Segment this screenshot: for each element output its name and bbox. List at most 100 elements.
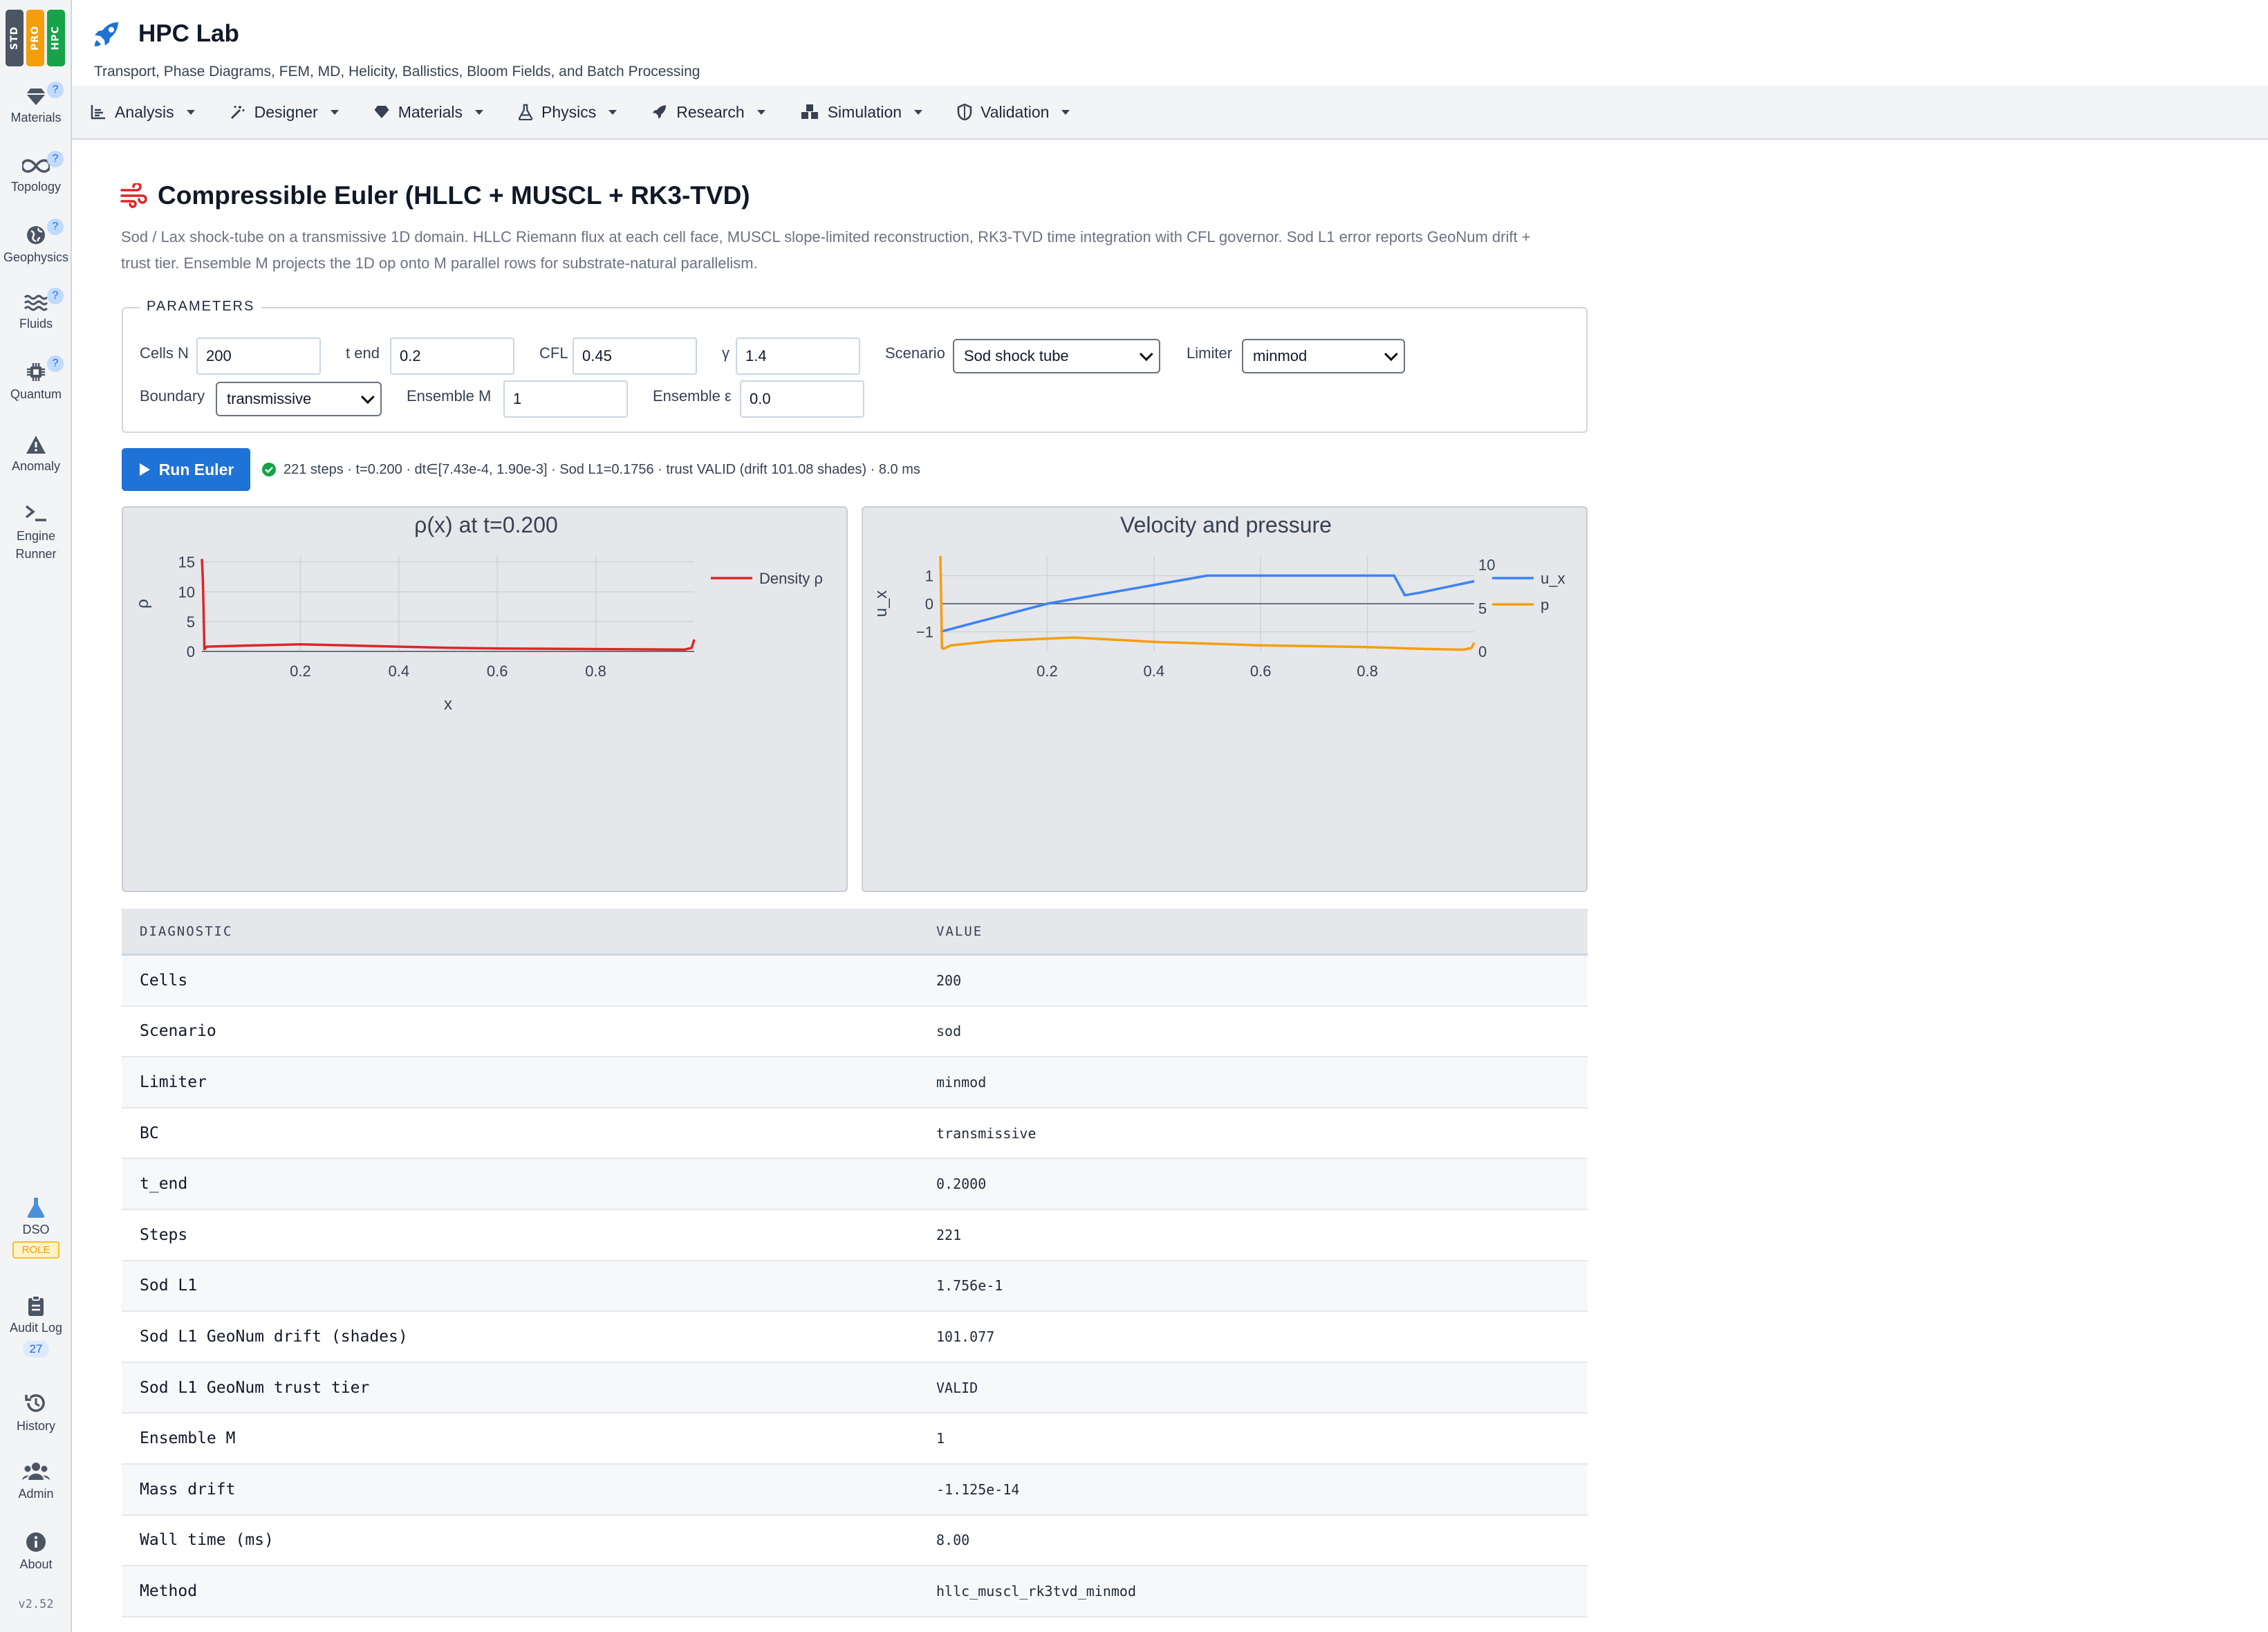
tend-input[interactable] (390, 337, 514, 375)
rail-item-fluids[interactable]: ? Fluids (0, 288, 72, 331)
nav-simulation[interactable]: Simulation (800, 103, 923, 122)
help-badge[interactable]: ? (47, 151, 64, 167)
app-header: HPC Lab Transport, Phase Diagrams, FEM, … (72, 0, 2268, 86)
gamma-input[interactable] (736, 337, 860, 375)
chart-line-icon (91, 105, 105, 120)
boundary-value: transmissive (227, 390, 312, 407)
nav-validation[interactable]: Validation (957, 103, 1070, 122)
table-row: Ensemble M 1 (122, 1413, 1588, 1465)
rail-item-materials[interactable]: ? Materials (0, 82, 72, 125)
limiter-label: Limiter (1187, 344, 1233, 362)
version-label: v2.52 (18, 1597, 54, 1611)
chevron-down-icon (330, 109, 339, 115)
boundary-label: Boundary (140, 387, 205, 405)
limiter-select[interactable]: minmod (1242, 339, 1405, 373)
chevron-down-icon (360, 390, 375, 405)
chevron-down-icon (1139, 347, 1153, 362)
chevron-down-icon (608, 109, 617, 115)
diagnostic-value-cell: 8.00 (936, 1532, 970, 1549)
rail-item-anomaly[interactable]: Anomaly (0, 434, 72, 474)
page-title: Compressible Euler (HLLC + MUSCL + RK3-T… (120, 181, 750, 210)
tier-std-badge[interactable]: STD (6, 10, 24, 66)
y-tick-label: 5 (187, 613, 195, 631)
nav-label: Research (676, 102, 745, 121)
y-tick-label: −1 (916, 624, 933, 641)
table-row: Sod L1 GeoNum trust tier VALID (122, 1362, 1588, 1414)
cfl-label: CFL (539, 344, 568, 362)
cells-label: Cells N (140, 344, 189, 362)
nav-materials[interactable]: Materials (373, 102, 484, 122)
velocity-pressure-plot[interactable]: Velocity and pressure 0.2 0.4 0.6 0.8 −1 0 1 0 5 1… (862, 506, 1588, 892)
help-badge[interactable]: ? (47, 355, 64, 372)
chevron-down-icon (756, 109, 765, 115)
diagnostic-name-cell: t_end (140, 1175, 188, 1194)
rail-label: Materials (10, 111, 62, 124)
legend-label: Density ρ (759, 570, 823, 587)
scenario-select[interactable]: Sod shock tube (953, 339, 1160, 373)
nav-research[interactable]: Research (651, 103, 765, 122)
gem-icon (374, 106, 389, 118)
rail-item-engine-runner[interactable]: Engine Runner (0, 502, 72, 563)
ensemble-eps-label: Ensemble ε (653, 387, 732, 405)
y2-tick-label: 0 (1478, 643, 1487, 660)
warning-icon (26, 436, 46, 454)
nav-analysis[interactable]: Analysis (90, 103, 195, 122)
boundary-select[interactable]: transmissive (216, 382, 382, 416)
help-badge[interactable]: ? (47, 288, 64, 304)
diagnostic-value-cell: hllc_muscl_rk3tvd_minmod (936, 1582, 1136, 1599)
rail-label: Audit Log (9, 1321, 63, 1335)
plot-area (202, 556, 694, 651)
cells-input[interactable] (196, 337, 321, 375)
shield-icon (957, 104, 972, 120)
page-title-text: Compressible Euler (HLLC + MUSCL + RK3-T… (158, 181, 750, 210)
rail-item-dso[interactable]: DSO ROLE (0, 1196, 72, 1259)
nav-designer[interactable]: Designer (230, 103, 339, 122)
rail-item-geophysics[interactable]: ? Geophysics (0, 219, 72, 265)
diagnostics-table: DIAGNOSTIC VALUE Cells 200 Scenario sod Limi… (122, 909, 1588, 1617)
x-tick-label: 0.4 (1144, 662, 1165, 680)
table-row: BC transmissive (122, 1109, 1588, 1160)
clipboard-icon (28, 1295, 44, 1316)
help-badge[interactable]: ? (47, 219, 64, 235)
diagnostic-value-cell: 200 (936, 972, 962, 989)
run-button-label: Run Euler (158, 460, 234, 479)
nav-physics[interactable]: Physics (518, 103, 617, 122)
ensemble-m-input[interactable] (503, 380, 628, 418)
nav-label: Designer (254, 102, 318, 121)
density-plot[interactable]: ρ(x) at t=0.200 0.2 0.4 0.6 0.8 0 5 10 15 x ρ Densi… (122, 506, 848, 892)
series-line-1 (201, 559, 696, 651)
rail-item-topology[interactable]: ? Topology (0, 151, 72, 194)
brand[interactable]: HPC Lab (93, 19, 239, 48)
flask-icon (27, 1198, 45, 1218)
rail-label: Engine Runner (15, 529, 57, 561)
nav-label: Analysis (115, 102, 174, 121)
run-euler-button[interactable]: Run Euler (122, 448, 250, 491)
cfl-input[interactable] (573, 337, 697, 375)
x-tick-label: 0.2 (1037, 662, 1058, 680)
legend-label: u_x (1541, 570, 1565, 587)
rail-item-audit-log[interactable]: Audit Log 27 (0, 1295, 72, 1357)
rail-item-about[interactable]: About (0, 1531, 72, 1572)
chevron-down-icon (475, 109, 484, 115)
nav-label: Physics (541, 102, 597, 121)
density-plot-svg: ρ(x) at t=0.200 0.2 0.4 0.6 0.8 0 5 10 15 x ρ Densi… (133, 512, 823, 714)
rail-item-quantum[interactable]: ? Quantum (0, 355, 72, 402)
diagnostic-value-cell: transmissive (936, 1124, 1037, 1142)
x-tick-label: 0.8 (1357, 662, 1378, 680)
x-tick-label: 0.2 (290, 662, 311, 680)
diagnostic-name-cell: Sod L1 GeoNum drift (shades) (140, 1327, 408, 1346)
tier-pro-badge[interactable]: PRO (26, 10, 44, 66)
tend-label: t end (346, 344, 380, 362)
nav-label: Materials (398, 102, 463, 121)
diagnostic-value-cell: 1 (936, 1430, 945, 1447)
rail-item-history[interactable]: History (0, 1391, 72, 1434)
y-tick-label: 0 (187, 643, 195, 660)
rail-item-admin[interactable]: Admin (0, 1461, 72, 1501)
tier-hpc-badge[interactable]: HPC (47, 10, 65, 66)
table-row: Limiter minmod (122, 1057, 1588, 1109)
parameters-legend: PARAMETERS (140, 299, 262, 315)
table-row: Cells 200 (122, 956, 1588, 1007)
infinity-icon (22, 159, 50, 173)
ensemble-eps-input[interactable] (740, 380, 864, 418)
help-badge[interactable]: ? (47, 82, 64, 98)
